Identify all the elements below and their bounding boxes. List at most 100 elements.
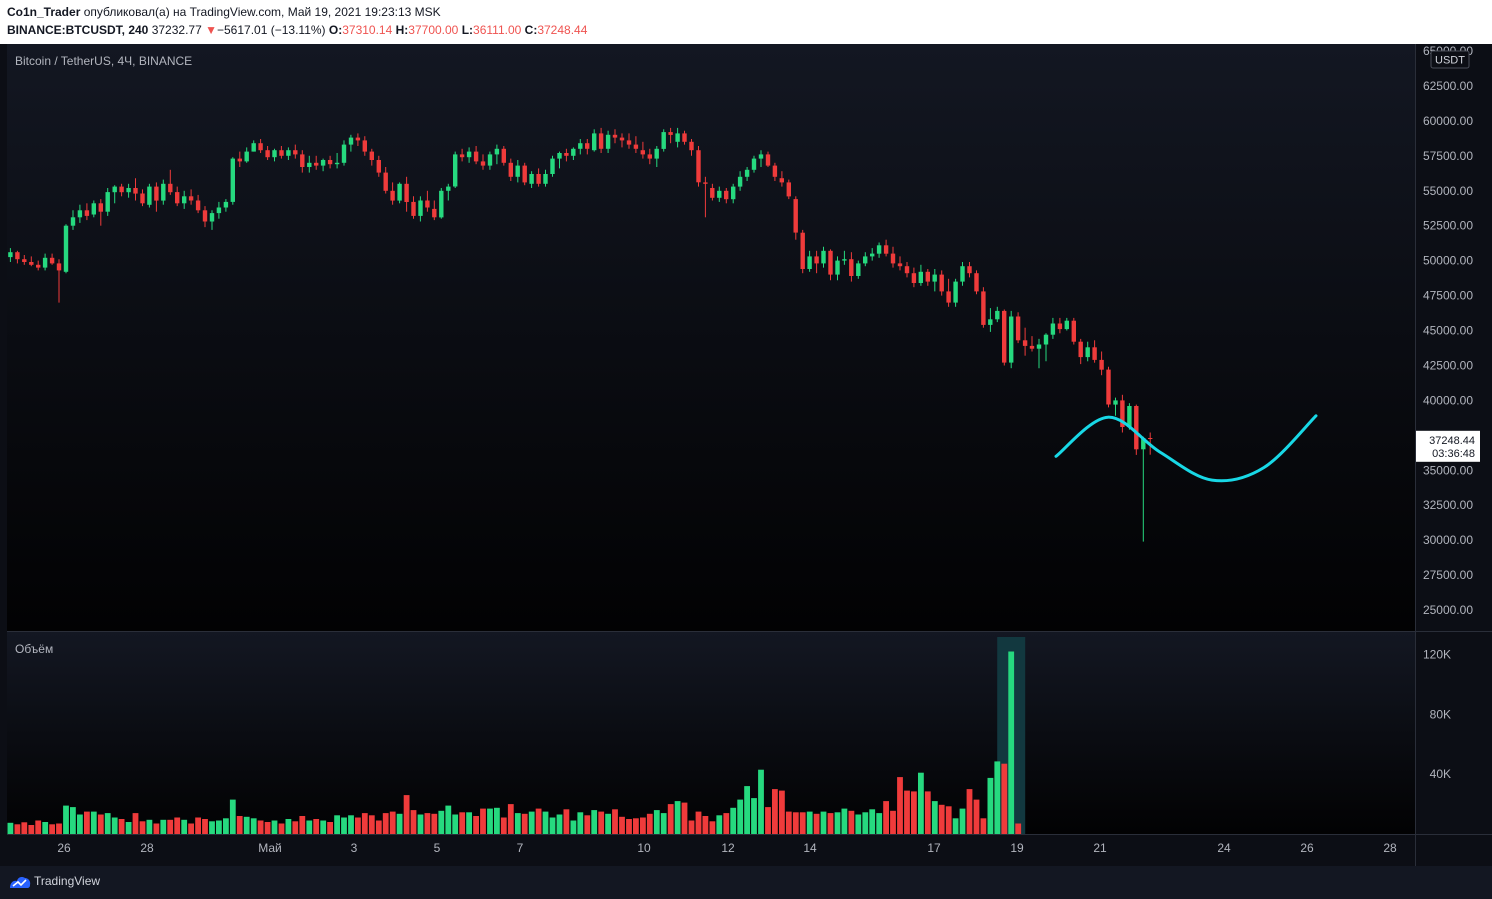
candle-body: [890, 253, 896, 264]
time-tick-label: 24: [1217, 841, 1231, 855]
candle-body: [161, 183, 166, 201]
candle-body: [105, 192, 110, 212]
candle: [459, 148, 465, 162]
tradingview-brand[interactable]: TradingView: [34, 874, 101, 888]
chart-area[interactable]: 65000.0062500.0060000.0057500.0055000.00…: [0, 44, 1492, 866]
candle: [737, 171, 743, 191]
volume-bar: [70, 807, 76, 834]
volume-bar: [598, 811, 605, 834]
volume-bar: [973, 799, 980, 834]
symbol-info: BINANCE:BTCUSDT, 240 37232.77 ▼−5617.01 …: [7, 23, 587, 37]
candle: [223, 199, 229, 212]
candle-body: [807, 256, 812, 269]
candle-body: [536, 174, 541, 184]
candle-body: [168, 183, 173, 193]
volume-bar: [966, 789, 973, 834]
volume-bar: [167, 819, 174, 834]
candle-body: [293, 150, 298, 155]
candle: [578, 139, 583, 155]
volume-bar: [806, 811, 813, 834]
candle: [439, 188, 444, 219]
last-price-box: [1416, 430, 1480, 462]
volume-bar: [355, 817, 361, 834]
candle-body: [529, 174, 534, 184]
candle: [446, 183, 451, 201]
candle: [932, 269, 937, 292]
candle: [1015, 312, 1021, 344]
candle: [605, 130, 611, 153]
volume-bar: [563, 809, 570, 834]
currency-badge[interactable]: USDT: [1430, 50, 1470, 69]
candle: [244, 147, 249, 163]
candle: [1057, 317, 1063, 334]
candle-body: [459, 154, 465, 158]
volume-tick-label: 40K: [1430, 767, 1451, 781]
candle: [84, 203, 90, 221]
candle: [703, 176, 708, 218]
volume-bar: [118, 819, 125, 834]
candle: [1085, 341, 1090, 362]
candle: [751, 155, 757, 173]
candle: [251, 140, 256, 152]
candle: [293, 144, 298, 159]
candle-body: [647, 154, 652, 159]
candle-body: [216, 207, 222, 214]
volume-bar: [229, 799, 236, 834]
candle-body: [585, 143, 590, 149]
volume-bar: [841, 808, 848, 834]
candle: [953, 278, 958, 307]
open-label: O:: [328, 23, 343, 37]
candle-body: [904, 266, 910, 274]
candle-body: [870, 253, 875, 257]
author-name[interactable]: Co1n_Trader: [7, 5, 81, 19]
candle: [15, 250, 20, 264]
volume-bar: [500, 817, 507, 834]
candle: [918, 264, 923, 286]
volume-bar: [556, 814, 563, 834]
candle-body: [731, 186, 736, 200]
volume-bar: [827, 813, 834, 834]
candle-body: [543, 174, 548, 184]
candle-body: [1002, 310, 1007, 363]
volume-tick-labels: 120K 80K 40K: [1423, 647, 1451, 781]
price-tick-label: 60000.00: [1423, 114, 1473, 128]
price-pane[interactable]: [7, 44, 1415, 631]
candle-body: [175, 192, 180, 204]
candle-body: [119, 186, 124, 193]
candle-body: [1050, 323, 1056, 335]
candle: [890, 246, 896, 268]
volume-pane[interactable]: [7, 632, 1415, 834]
volume-bar: [994, 761, 1001, 834]
volume-bar: [772, 789, 778, 834]
candle: [432, 200, 437, 221]
candle-body: [8, 252, 13, 258]
candle: [362, 136, 367, 156]
candles: [8, 127, 1153, 542]
candle: [661, 129, 666, 152]
tradingview-logo-icon[interactable]: [8, 874, 32, 890]
volume-bar: [931, 801, 938, 834]
time-axis[interactable]: 26 28 Май 3 5 7 10 12 14 17 19 21 24 26 28: [57, 841, 1397, 855]
candle: [390, 182, 395, 205]
volume-bar: [368, 815, 375, 834]
candle-body: [626, 140, 632, 145]
candle-body: [960, 266, 965, 282]
volume-bar: [897, 777, 903, 834]
chart-canvas[interactable]: 65000.0062500.0060000.0057500.0055000.00…: [0, 44, 1492, 866]
candle: [557, 151, 562, 169]
price-tick-label: 40000.00: [1423, 393, 1473, 407]
price-tick-label: 30000.00: [1423, 533, 1473, 547]
volume-bar: [688, 820, 695, 834]
volume-bar: [702, 816, 709, 834]
candle-body: [696, 150, 701, 183]
candle-body: [147, 186, 152, 205]
volume-bar: [758, 769, 764, 834]
volume-bar: [494, 807, 500, 834]
candle-body: [1043, 334, 1049, 345]
candle-body: [1057, 323, 1063, 330]
volume-bar: [591, 810, 598, 834]
price-tick-label: 45000.00: [1423, 324, 1473, 338]
volume-bar: [577, 812, 584, 834]
volume-bar: [202, 819, 208, 834]
volume-bar: [42, 822, 49, 834]
